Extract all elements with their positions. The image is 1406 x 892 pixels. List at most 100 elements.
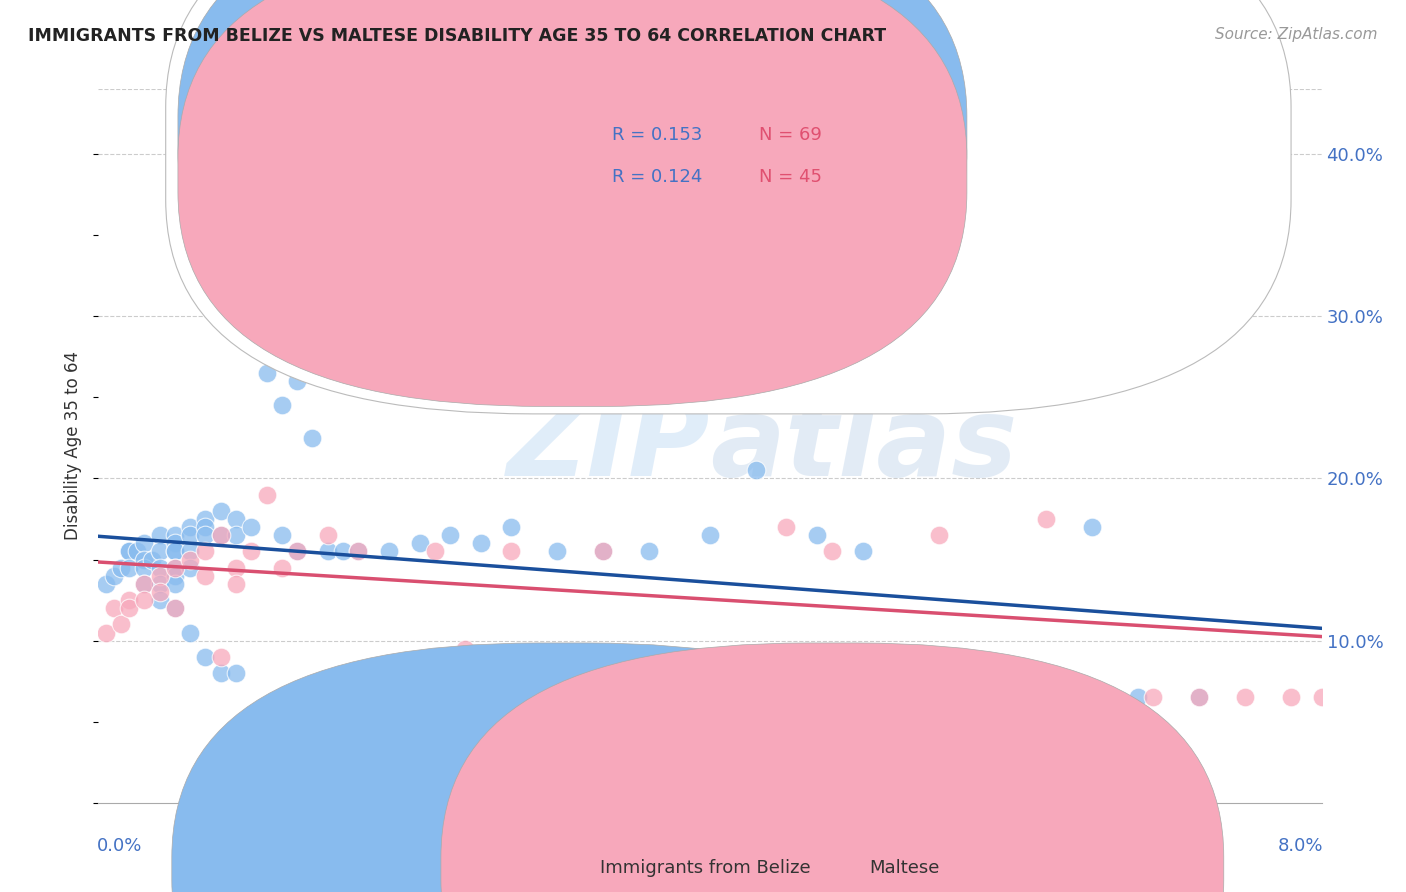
Point	[179, 560, 201, 574]
Point	[1188, 690, 1211, 705]
Point	[501, 544, 523, 558]
Point	[285, 374, 308, 388]
Point	[1035, 690, 1057, 705]
Point	[378, 260, 401, 275]
FancyBboxPatch shape	[179, 0, 967, 366]
Point	[240, 520, 263, 534]
Point	[209, 528, 232, 542]
Point	[118, 601, 141, 615]
Point	[134, 560, 156, 574]
Point	[149, 577, 172, 591]
Point	[194, 512, 217, 526]
FancyBboxPatch shape	[172, 643, 955, 892]
Point	[1188, 690, 1211, 705]
Text: N = 69: N = 69	[759, 126, 823, 144]
Point	[470, 536, 492, 550]
Point	[194, 528, 217, 542]
Point	[149, 544, 172, 558]
Point	[179, 528, 201, 542]
Point	[179, 520, 201, 534]
Point	[699, 528, 721, 542]
Point	[454, 641, 477, 656]
Point	[118, 544, 141, 558]
Text: N = 45: N = 45	[759, 168, 823, 186]
Point	[240, 334, 263, 348]
Point	[285, 544, 308, 558]
Point	[1310, 690, 1333, 705]
Point	[1035, 512, 1057, 526]
Point	[256, 366, 278, 380]
Point	[1081, 520, 1104, 534]
Point	[94, 577, 117, 591]
Point	[118, 593, 141, 607]
Point	[637, 544, 661, 558]
Text: 8.0%: 8.0%	[1278, 837, 1323, 855]
Point	[316, 528, 339, 542]
Point	[423, 544, 446, 558]
Point	[530, 690, 553, 705]
Point	[883, 179, 905, 194]
Text: ZIP: ZIP	[506, 392, 710, 500]
Point	[134, 577, 156, 591]
Point	[745, 463, 768, 477]
Point	[141, 552, 163, 566]
Point	[270, 399, 294, 413]
Point	[592, 544, 614, 558]
Point	[730, 690, 752, 705]
Point	[316, 544, 339, 558]
Point	[149, 528, 172, 542]
Point	[134, 552, 156, 566]
Point	[125, 544, 148, 558]
Point	[225, 512, 247, 526]
Point	[240, 544, 263, 558]
Point	[103, 568, 125, 582]
Point	[928, 528, 950, 542]
Point	[1128, 690, 1150, 705]
Point	[194, 520, 217, 534]
Point	[347, 544, 370, 558]
Point	[209, 504, 232, 518]
Point	[134, 536, 156, 550]
Point	[149, 560, 172, 574]
Point	[149, 585, 172, 599]
Point	[163, 560, 186, 574]
Point	[301, 431, 323, 445]
Y-axis label: Disability Age 35 to 64: Disability Age 35 to 64	[65, 351, 83, 541]
Point	[270, 560, 294, 574]
Text: Source: ZipAtlas.com: Source: ZipAtlas.com	[1215, 27, 1378, 42]
Point	[163, 544, 186, 558]
Point	[179, 544, 201, 558]
Point	[378, 544, 401, 558]
Point	[546, 544, 568, 558]
Point	[110, 560, 132, 574]
Point	[1097, 690, 1119, 705]
Point	[134, 577, 156, 591]
Point	[209, 666, 232, 681]
Point	[347, 544, 370, 558]
Point	[134, 593, 156, 607]
Point	[209, 528, 232, 542]
Point	[256, 488, 278, 502]
Point	[225, 666, 247, 681]
Point	[1279, 690, 1302, 705]
Point	[163, 536, 186, 550]
Point	[149, 593, 172, 607]
Point	[194, 544, 217, 558]
Text: Immigrants from Belize: Immigrants from Belize	[600, 860, 811, 878]
Point	[974, 690, 997, 705]
Point	[118, 560, 141, 574]
Point	[1142, 690, 1164, 705]
Point	[163, 601, 186, 615]
Point	[683, 690, 706, 705]
FancyBboxPatch shape	[179, 0, 967, 407]
Point	[806, 528, 828, 542]
Point	[163, 601, 186, 615]
Point	[163, 544, 186, 558]
Text: R = 0.124: R = 0.124	[612, 168, 703, 186]
Text: R = 0.153: R = 0.153	[612, 126, 703, 144]
Point	[225, 528, 247, 542]
Point	[285, 544, 308, 558]
FancyBboxPatch shape	[441, 643, 1223, 892]
Point	[163, 577, 186, 591]
Point	[592, 544, 614, 558]
